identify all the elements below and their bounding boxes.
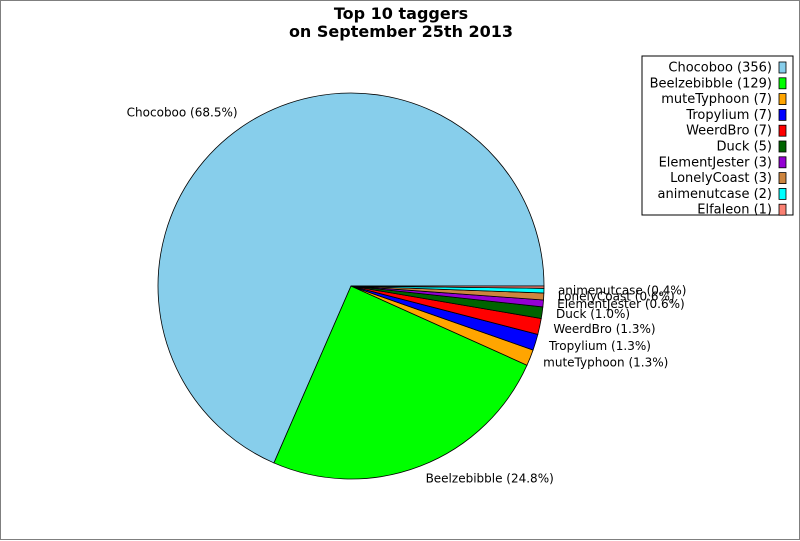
legend-swatch-weerdbro [778, 124, 787, 137]
chart-title: Top 10 taggers [334, 4, 468, 23]
pie-slice-chocoboo [157, 92, 545, 464]
legend-label-chocoboo: Chocoboo (356) [668, 61, 772, 76]
pie-slices [157, 92, 545, 480]
legend-label-animenutcase: animenutcase (2) [658, 187, 773, 202]
pie-slice-elfaleon [350, 285, 545, 289]
legend-label-mutetyphoon: muteTyphoon (7) [661, 92, 772, 107]
legend-label-lonelycoast: LonelyCoast (3) [670, 171, 772, 186]
legend-swatch-elementjester [778, 156, 787, 169]
legend-label-elfaleon: Elfaleon (1) [697, 203, 772, 218]
slice-label-elementjester: ElementJester (0.6%) [557, 297, 685, 311]
legend-swatch-tropylium [778, 109, 787, 121]
slice-label-chocoboo: Chocoboo (68.5%) [127, 105, 238, 119]
slice-label-duck: Duck (1.0%) [556, 307, 630, 321]
legend-label-duck: Duck (5) [717, 140, 772, 155]
slice-label-lonelycoast: LonelyCoast (0.6%) [558, 290, 675, 304]
slice-label-beelzebibble: Beelzebibble (24.8%) [426, 472, 554, 486]
slice-label-weerdbro: WeerdBro (1.3%) [553, 322, 655, 336]
legend-swatch-chocoboo [778, 61, 787, 74]
slice-label-mutetyphoon: muteTyphoon (1.3%) [543, 355, 668, 369]
legend-label-elementjester: ElementJester (3) [659, 155, 772, 170]
legend-swatch-beelzebibble [778, 77, 787, 90]
legend-label-weerdbro: WeerdBro (7) [686, 124, 772, 139]
pie-slice-beelzebibble [273, 285, 528, 480]
legend-swatch-animenutcase [778, 187, 787, 200]
chart-subtitle: on September 25th 2013 [289, 22, 513, 41]
legend-swatch-lonelycoast [778, 172, 787, 185]
legend-box [641, 55, 794, 216]
legend-label-beelzebibble: Beelzebibble (129) [650, 76, 772, 91]
legend-swatch-mutetyphoon [778, 93, 787, 105]
legend-label-tropylium: Tropylium (7) [685, 108, 772, 123]
legend-swatch-duck [778, 140, 787, 153]
legend-swatch-elfaleon [778, 203, 787, 216]
legend: Chocoboo (356)Beelzebibble (129)muteTyph… [641, 55, 794, 218]
slice-label-tropylium: Tropylium (1.3%) [548, 339, 651, 353]
slice-label-animenutcase: animenutcase (0.4%) [558, 284, 687, 298]
slice-labels: Chocoboo (68.5%) Beelzebibble (24.8%) mute… [127, 105, 687, 485]
